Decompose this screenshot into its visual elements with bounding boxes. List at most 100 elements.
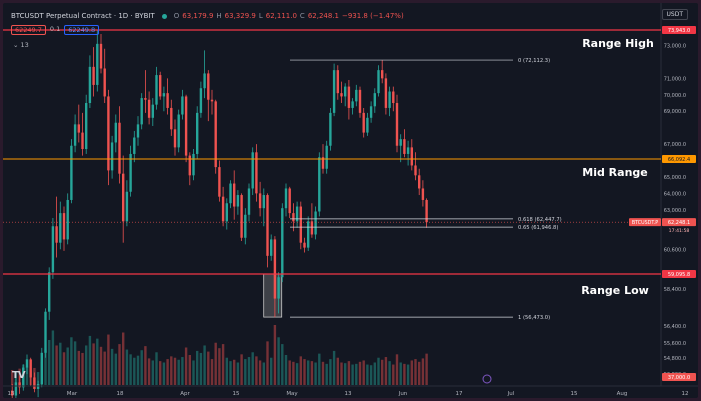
lightning-icon (482, 374, 492, 384)
candle-body (229, 183, 232, 204)
candle-body (125, 191, 129, 222)
volume-bar (11, 370, 14, 385)
candle-body (40, 352, 43, 385)
candle-body (414, 165, 417, 176)
candle-body (421, 188, 425, 200)
candle-body (129, 153, 132, 192)
low-value: 62,111.0 (265, 12, 297, 20)
volume-bar (381, 359, 384, 385)
volume-bar (151, 360, 154, 385)
spread-value: 0.1 (49, 25, 61, 33)
candle-body (388, 91, 391, 108)
candle-body (192, 153, 195, 176)
volume-bar (107, 334, 110, 385)
volume-bar (166, 359, 169, 385)
price-tick-label: 60,600.0 (664, 247, 686, 253)
range-low-label: Range Low (581, 284, 649, 297)
candle-body (321, 157, 325, 169)
volume-bar (425, 353, 428, 385)
volume-bar (162, 362, 166, 385)
volume-bar (251, 352, 254, 385)
symbol-title[interactable]: BTCUSDT Perpetual Contract · 1D · BYBIT (11, 12, 155, 20)
volume-bar (362, 360, 365, 385)
candle-body (233, 183, 236, 207)
volume-bar (188, 355, 191, 385)
high-label: H (216, 12, 222, 20)
volume-bar (295, 363, 299, 385)
low-label: L (258, 12, 263, 20)
volume-bar (36, 372, 40, 385)
sell-button[interactable]: 62249.7 (11, 25, 46, 35)
symbol-price-tag: BTCUSDT.P (632, 220, 658, 226)
volume-bar (88, 335, 92, 385)
mid-range-label: Mid Range (582, 166, 647, 179)
volume-bar (325, 363, 328, 385)
volume-bar (196, 350, 199, 385)
candle-body (366, 117, 369, 133)
candle-body (62, 213, 66, 240)
candle-body (51, 226, 55, 273)
candle-body (307, 221, 310, 248)
time-tick-label: Mar (67, 391, 78, 397)
price-tick-label: 56,400.0 (664, 324, 686, 330)
candle-body (18, 382, 21, 388)
candle-body (384, 78, 388, 108)
last-price-tag-bg (662, 218, 696, 227)
last-price-tag: 62,248.1 (668, 220, 690, 226)
price-tick-label: 54,800.0 (664, 356, 686, 362)
buy-button[interactable]: 62249.8 (64, 25, 100, 35)
volume-bar (418, 361, 421, 385)
time-tick-label: Jul (507, 391, 515, 397)
candle-body (392, 91, 395, 104)
candle-body (314, 211, 317, 235)
volume-bar (125, 349, 129, 385)
volume-bar (395, 354, 399, 385)
candle-body (395, 103, 399, 146)
candle-body (329, 112, 332, 146)
price-tick-label: 67,000.0 (664, 142, 686, 148)
candle-body (251, 152, 254, 189)
volume-bar (48, 340, 51, 385)
volume-bar (81, 352, 84, 385)
candle-body (318, 157, 321, 212)
volume-price-tag: 37,000.0 (668, 375, 690, 381)
volume-bar (199, 352, 203, 385)
volume-bar (77, 350, 80, 385)
volume-bar (103, 351, 106, 385)
volume-bar (314, 362, 317, 385)
indicators-toggle[interactable]: ⌄ 13 (13, 41, 29, 49)
volume-bar (236, 362, 240, 385)
candle-body (288, 188, 291, 214)
candle-body (270, 239, 273, 256)
time-tick-label: Aug (617, 391, 628, 397)
candle-body (240, 195, 243, 238)
volume-bar (414, 359, 417, 385)
volume-bar (292, 361, 295, 385)
candle-body (410, 147, 413, 166)
volume-bar (332, 350, 336, 385)
volume-bar (66, 347, 69, 385)
chevron-down-icon: ⌄ (13, 41, 19, 49)
candle-body (399, 139, 402, 146)
candle-body (103, 68, 106, 97)
volume-bar (303, 359, 306, 385)
candle-body (258, 193, 262, 209)
symbol-tag-bg (629, 218, 661, 227)
mid-range-price-tag-bg (662, 155, 696, 164)
volume-bar (114, 353, 117, 385)
candle-body (166, 93, 169, 108)
candle-body (199, 88, 203, 113)
candle-body (244, 214, 247, 238)
candle-body (147, 99, 151, 118)
range-high-price-tag-bg (662, 26, 696, 34)
volume-bar (85, 345, 88, 385)
candle-body (377, 70, 380, 94)
candle-body (347, 86, 351, 108)
volume-bar (192, 360, 195, 385)
range-low-price-tag-bg (662, 270, 696, 278)
candle-body (162, 93, 166, 97)
volume-bar (118, 344, 121, 385)
volume-bar (244, 359, 247, 385)
candlestick-chart[interactable]: Range High Mid Range Range Low 0 (72,112.3)… (3, 3, 698, 398)
currency-button[interactable]: USDT (661, 9, 688, 20)
